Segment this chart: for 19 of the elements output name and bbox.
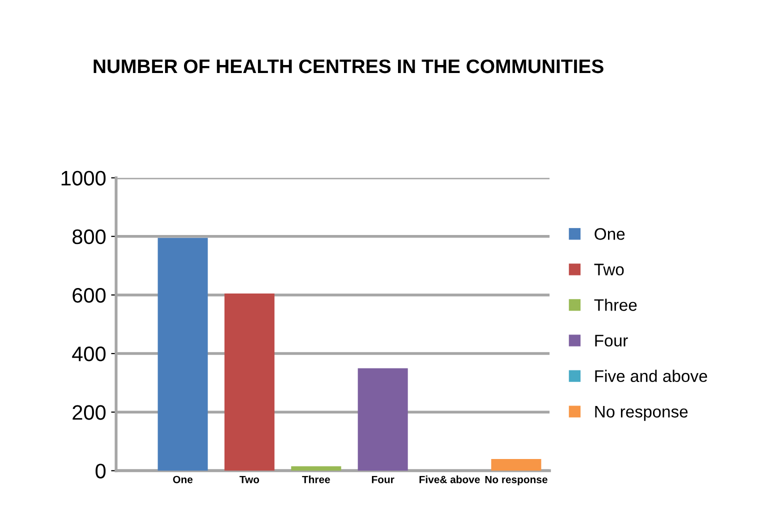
x-tick-label: No response (485, 476, 548, 486)
legend-label: Five and above (595, 370, 708, 382)
chart-title: NUMBER OF HEALTH CENTRES IN THE COMMUNITIES (94, 59, 604, 74)
y-tick-label: 1000 (62, 170, 106, 186)
x-tick-label: Two (240, 476, 260, 484)
x-tick-label: One (173, 476, 193, 484)
legend-label: No response (595, 406, 688, 421)
y-tick-label: 600 (72, 288, 106, 303)
legend-label: Four (595, 334, 628, 346)
x-tick-label: Three (302, 476, 330, 484)
y-tick-label: 800 (72, 229, 106, 244)
legend-label: One (594, 228, 625, 240)
y-tick-label: 0 (96, 464, 106, 478)
y-tick-label: 200 (72, 405, 106, 420)
x-tick-label: Four (372, 476, 394, 484)
x-tick-label: Five& above (420, 476, 480, 484)
legend-label: Three (594, 298, 637, 311)
y-tick-label: 400 (72, 346, 106, 362)
legend-label: Two (594, 264, 624, 276)
